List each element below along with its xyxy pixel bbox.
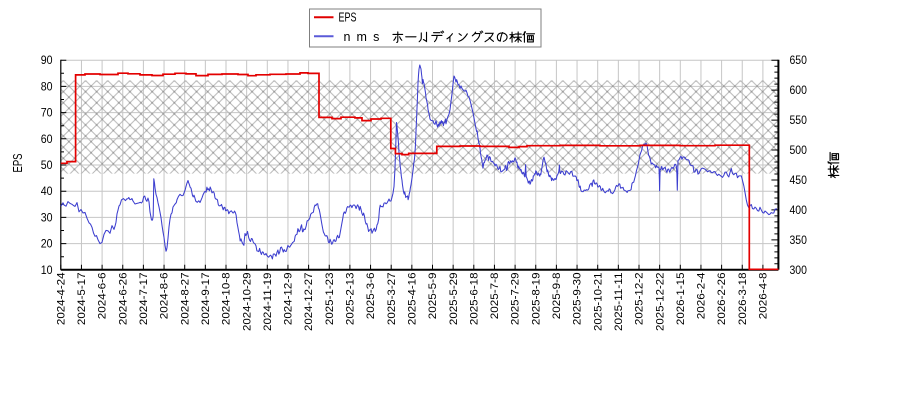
svg-text:2024-8-6: 2024-8-6 <box>159 273 171 320</box>
svg-text:20: 20 <box>41 239 53 251</box>
svg-text:650: 650 <box>790 55 807 67</box>
svg-text:550: 550 <box>790 115 807 127</box>
svg-text:2024-4-24: 2024-4-24 <box>55 273 67 326</box>
svg-text:2024-12-9: 2024-12-9 <box>283 273 295 326</box>
svg-text:10: 10 <box>41 265 53 277</box>
svg-text:2026-3-18: 2026-3-18 <box>737 273 749 326</box>
svg-text:350: 350 <box>790 235 807 247</box>
svg-text:2024-10-8: 2024-10-8 <box>221 273 233 326</box>
svg-text:2024-12-27: 2024-12-27 <box>303 273 315 332</box>
svg-text:300: 300 <box>790 265 807 277</box>
svg-text:2025-9-8: 2025-9-8 <box>551 273 563 320</box>
svg-text:2025-2-13: 2025-2-13 <box>345 273 357 326</box>
svg-text:nms: nms <box>344 30 386 44</box>
svg-text:2025-11-11: 2025-11-11 <box>613 273 625 332</box>
svg-text:EPS: EPS <box>11 154 25 173</box>
svg-text:2025-3-27: 2025-3-27 <box>386 273 398 326</box>
svg-text:400: 400 <box>790 205 807 217</box>
svg-text:2024-5-17: 2024-5-17 <box>76 273 88 326</box>
svg-text:2025-7-29: 2025-7-29 <box>510 273 522 326</box>
svg-text:50: 50 <box>41 160 53 172</box>
svg-text:500: 500 <box>790 145 807 157</box>
svg-text:EPS: EPS <box>339 11 357 25</box>
svg-text:2024-11-19: 2024-11-19 <box>262 273 274 332</box>
svg-text:2025-1-23: 2025-1-23 <box>324 273 336 326</box>
svg-text:30: 30 <box>41 212 53 224</box>
svg-text:2026-4-8: 2026-4-8 <box>758 273 770 320</box>
svg-text:70: 70 <box>41 108 53 120</box>
svg-text:2024-8-27: 2024-8-27 <box>179 273 191 326</box>
svg-text:80: 80 <box>41 81 53 93</box>
svg-text:2025-6-18: 2025-6-18 <box>468 273 480 326</box>
svg-text:2026-1-15: 2026-1-15 <box>675 273 687 326</box>
svg-text:90: 90 <box>41 55 53 67</box>
svg-text:2025-10-21: 2025-10-21 <box>592 273 604 332</box>
svg-text:2026-2-4: 2026-2-4 <box>696 273 708 320</box>
svg-text:2025-8-19: 2025-8-19 <box>530 273 542 326</box>
svg-text:40: 40 <box>41 186 53 198</box>
svg-text:450: 450 <box>790 175 807 187</box>
svg-text:2024-6-26: 2024-6-26 <box>117 273 129 326</box>
svg-text:600: 600 <box>790 85 807 97</box>
svg-text:2025-9-30: 2025-9-30 <box>572 273 584 326</box>
svg-text:2024-6-6: 2024-6-6 <box>97 273 109 320</box>
svg-text:2025-4-16: 2025-4-16 <box>406 273 418 326</box>
svg-text:2025-7-8: 2025-7-8 <box>489 273 501 320</box>
svg-text:2024-9-17: 2024-9-17 <box>200 273 212 326</box>
svg-text:2024-10-29: 2024-10-29 <box>241 273 253 332</box>
svg-text:2026-2-26: 2026-2-26 <box>716 273 728 326</box>
svg-text:2025-12-22: 2025-12-22 <box>654 273 666 332</box>
svg-text:60: 60 <box>41 134 53 146</box>
svg-text:2025-5-9: 2025-5-9 <box>427 273 439 320</box>
svg-text:2025-5-29: 2025-5-29 <box>448 273 460 326</box>
svg-text:2025-12-2: 2025-12-2 <box>634 273 646 326</box>
svg-text:2024-7-17: 2024-7-17 <box>138 273 150 326</box>
svg-text:2025-3-6: 2025-3-6 <box>365 273 377 320</box>
